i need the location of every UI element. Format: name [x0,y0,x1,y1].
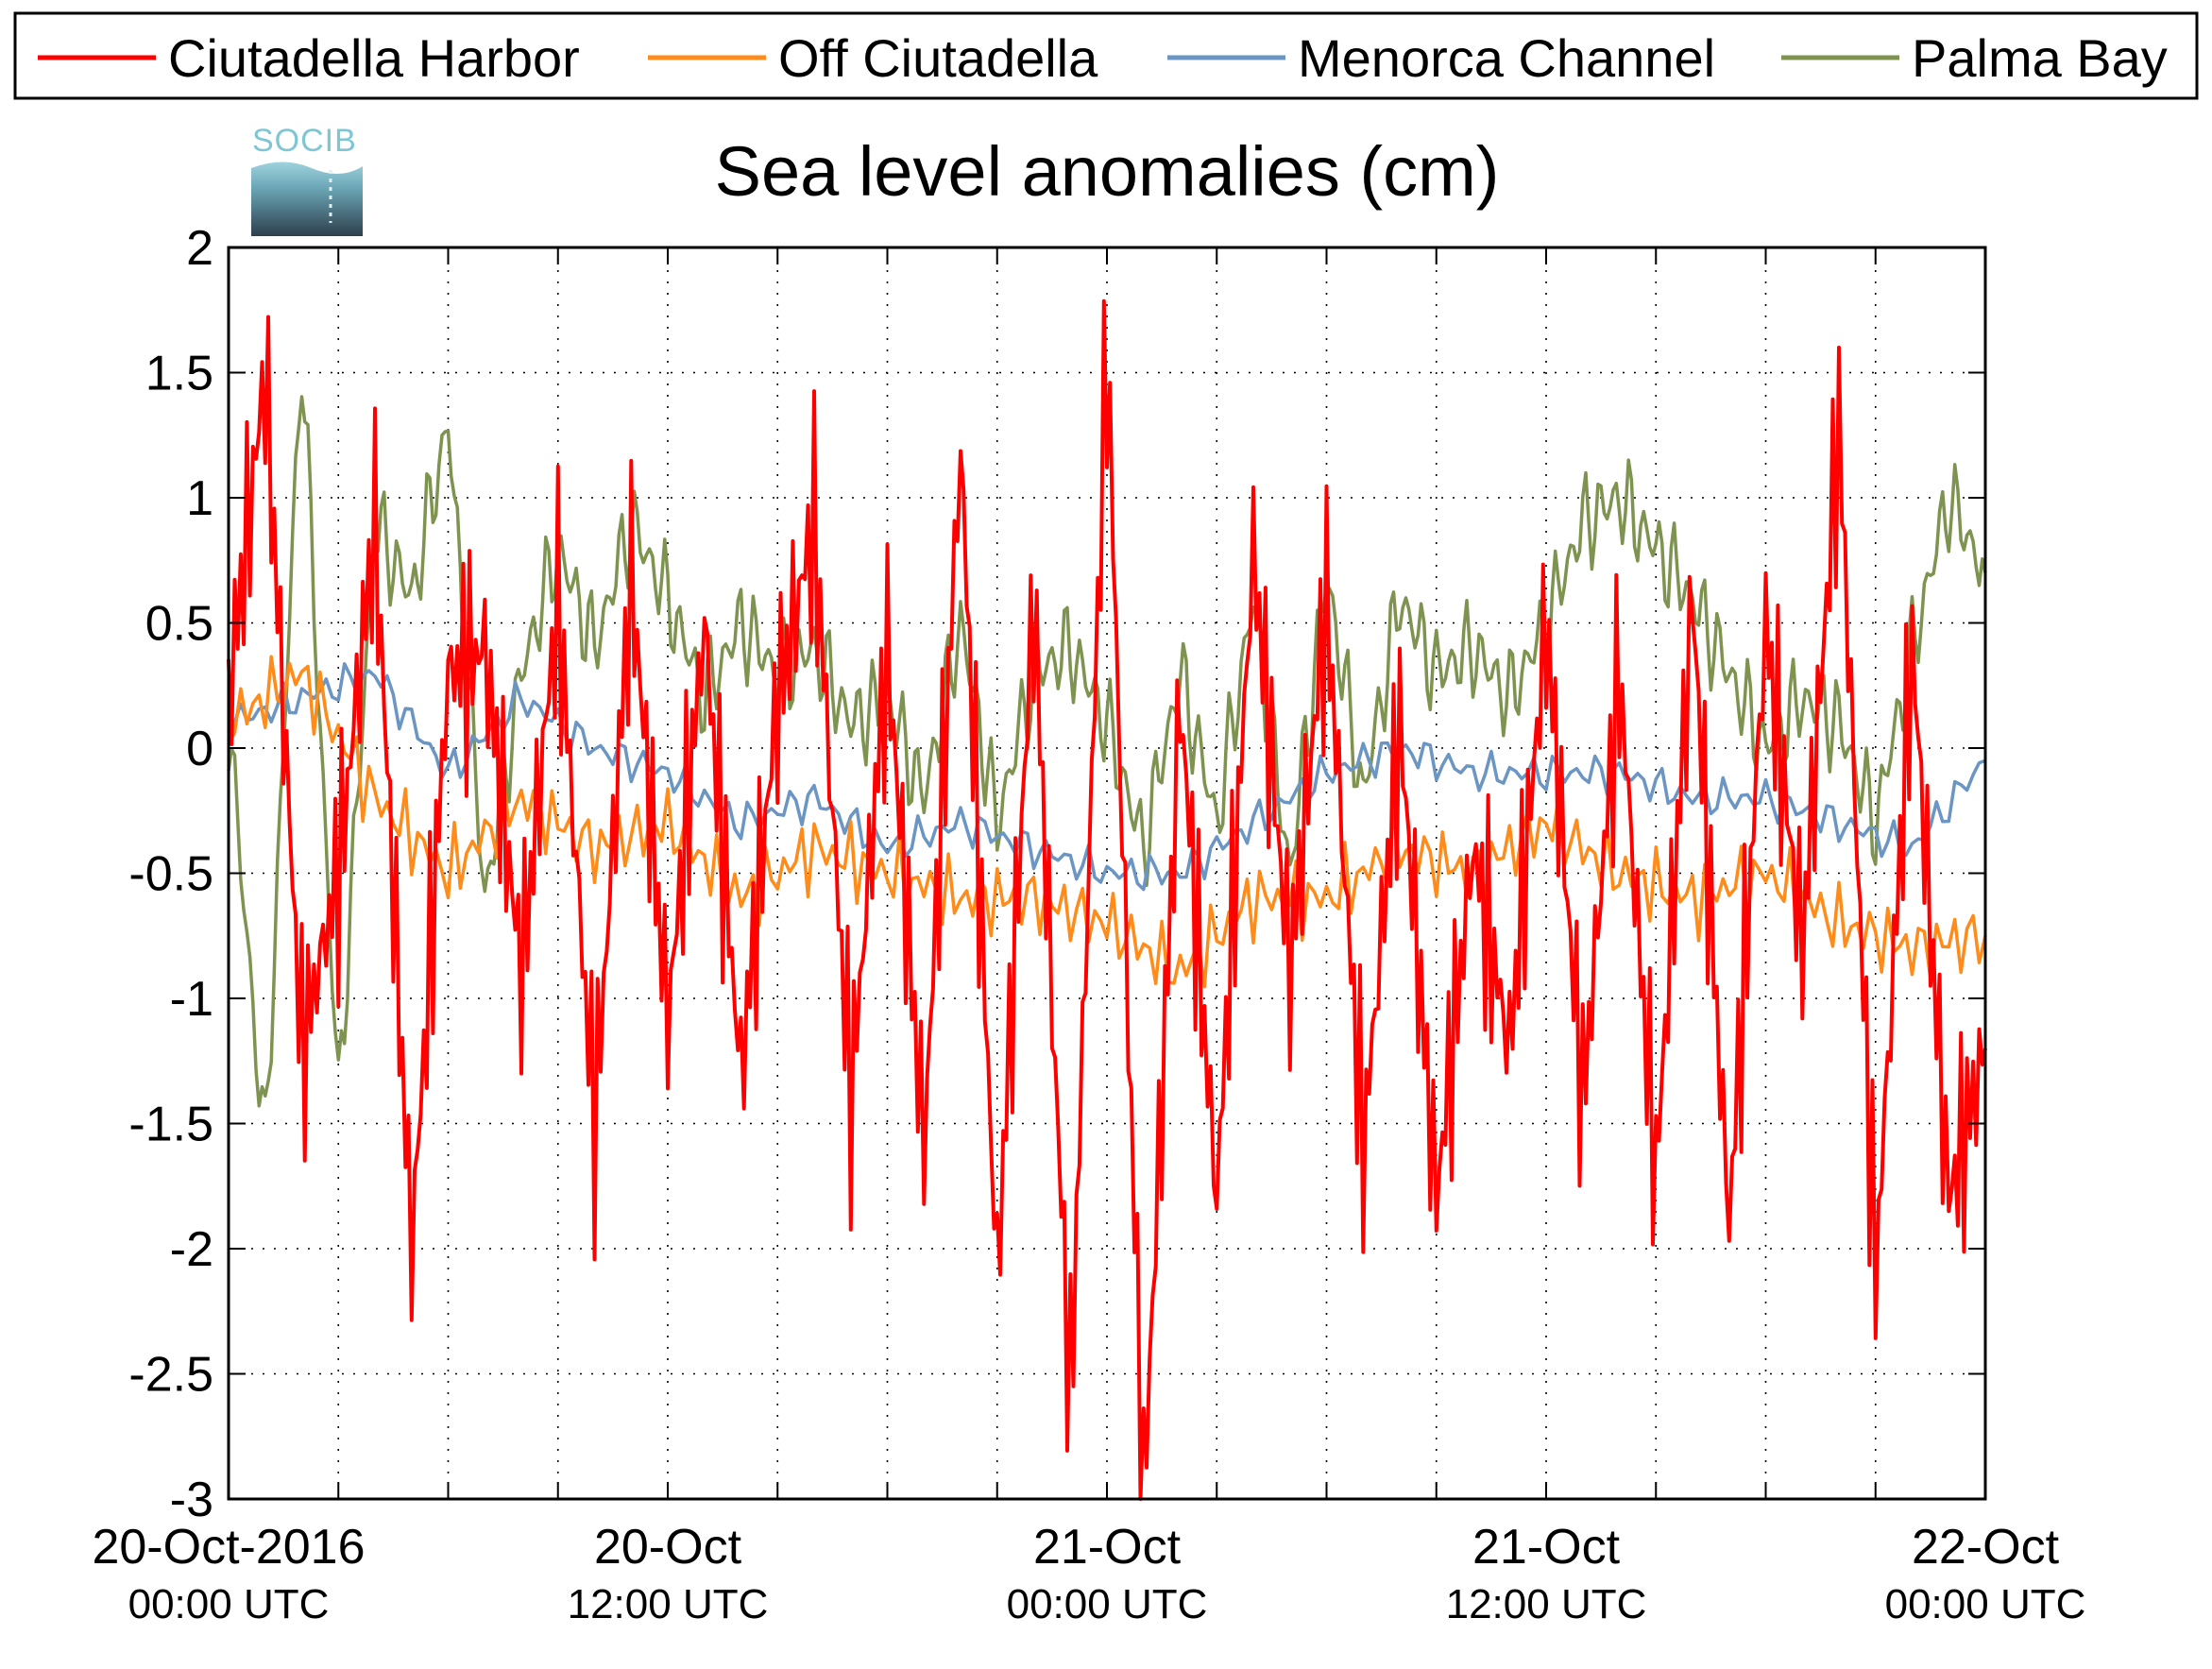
series-line-menorca-channel [227,662,1986,892]
legend-label-ciutadella-harbor: Ciutadella Harbor [168,28,580,88]
legend-label-menorca-channel: Menorca Channel [1298,28,1715,88]
legend-label-off-ciutadella: Off Ciutadella [778,28,1098,88]
y-tick-label: 1 [186,471,213,526]
x-tick-label-date: 22-Oct [1912,1520,2060,1575]
y-tick-label: 1.5 [145,347,213,401]
y-tick-label: -3 [170,1473,213,1527]
legend-label-palma-bay: Palma Bay [1912,28,2168,88]
series-line-ciutadella-harbor [227,298,1987,1501]
x-tick-label-time: 12:00 UTC [568,1581,769,1627]
y-tick-label: 0 [186,722,213,776]
axes: 2 1.5 1 0.5 0 -0.5 -1 -1.5 -2 -2.5 -320-Oct-2016 00… [92,221,2085,1627]
y-tick-label: -2.5 [128,1348,213,1403]
x-tick-label-time: 00:00 UTC [1885,1581,2086,1627]
x-tick-label-time: 00:00 UTC [1007,1581,1208,1627]
series-layer [227,298,1987,1501]
x-tick-label-time: 12:00 UTC [1446,1581,1647,1627]
plot-area: 2 1.5 1 0.5 0 -0.5 -1 -1.5 -2 -2.5 -320-Oct-2016 00… [92,221,2085,1627]
legend: Ciutadella Harbor Off Ciutadella Menorca… [13,11,2199,100]
y-tick-label: -1 [170,972,213,1027]
y-tick-label: -2 [170,1222,213,1277]
socib-logo: SOCIB [251,123,363,236]
y-tick-label: 2 [186,221,213,276]
x-tick-label-date: 20-Oct-2016 [92,1520,365,1575]
y-tick-label: -1.5 [128,1098,213,1152]
series-line-off-ciutadella [227,655,1987,989]
logo-wave [251,162,363,236]
x-tick-label-date: 21-Oct [1472,1520,1621,1575]
logo-text: SOCIB [252,123,357,159]
y-tick-label: -0.5 [128,847,213,902]
x-tick-label-date: 20-Oct [594,1520,742,1575]
x-tick-label-time: 00:00 UTC [128,1581,330,1627]
y-tick-label: 0.5 [145,597,213,652]
chart-title: Sea level anomalies (cm) [715,132,1500,211]
x-tick-label-date: 21-Oct [1033,1520,1182,1575]
